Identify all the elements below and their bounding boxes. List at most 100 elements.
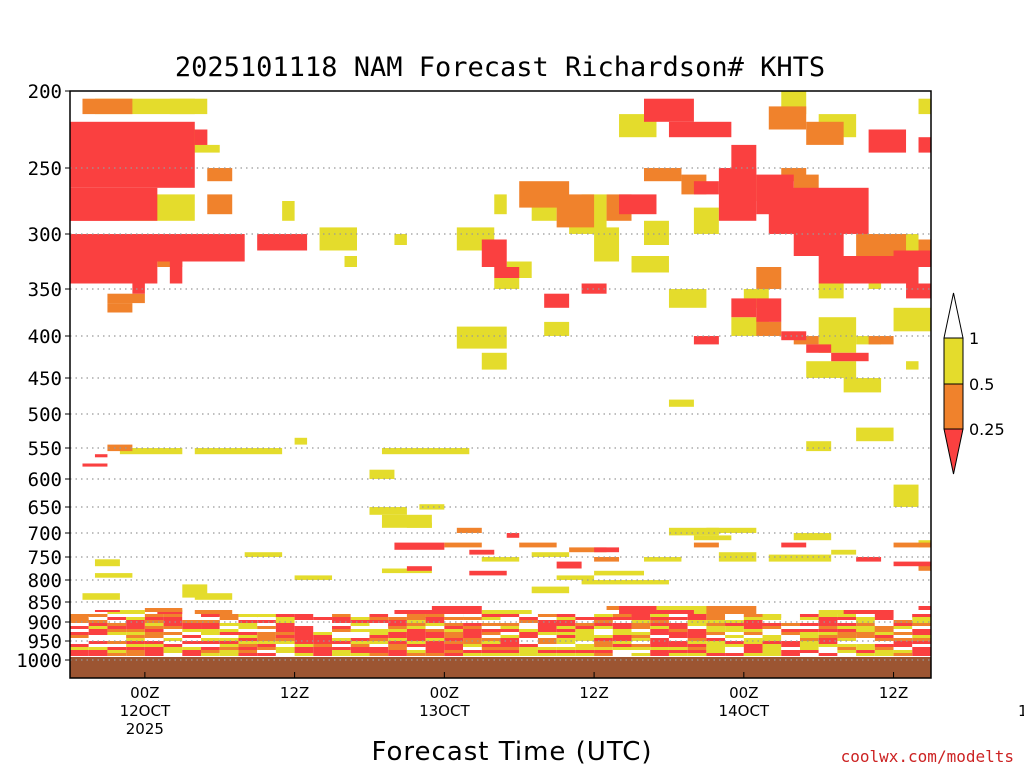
bl-cell	[107, 623, 127, 626]
bl-cell	[238, 644, 258, 647]
cell-0.5-1-46	[94, 573, 133, 578]
bl-cell	[463, 647, 482, 650]
bl-cell	[182, 617, 202, 620]
ytick-label-800: 800	[28, 570, 62, 592]
bl-cell	[500, 647, 520, 650]
bl-cell	[612, 650, 632, 653]
bl-cell	[88, 653, 108, 656]
bl-cell	[706, 641, 726, 644]
bl-cell	[912, 620, 931, 623]
bl-cell	[650, 638, 669, 641]
bl-cell	[163, 617, 183, 620]
bl-cell	[762, 650, 782, 653]
bl-cell	[837, 617, 857, 620]
bl-cell	[856, 617, 875, 620]
bl-cell	[556, 626, 576, 629]
bl-cell	[350, 614, 370, 617]
cell-lt0.25-24	[868, 129, 907, 153]
bl-cell	[912, 650, 931, 653]
bl-cell	[444, 617, 464, 620]
bl-cell	[294, 647, 314, 650]
bl-cell	[668, 632, 688, 635]
bl-cell	[313, 647, 333, 650]
bl-cell	[799, 638, 819, 641]
bl-cell	[519, 614, 538, 617]
bl-cell	[706, 614, 726, 617]
bl-cell	[201, 647, 220, 650]
cell-0.25-0.5-36	[594, 557, 620, 562]
bl-cell	[668, 635, 688, 638]
bl-cell	[594, 653, 613, 656]
bl-cell	[856, 647, 875, 650]
bl-cell	[107, 626, 127, 629]
bl-cell	[874, 623, 894, 626]
bl-cell	[444, 647, 464, 650]
bl-cell	[912, 614, 931, 617]
bl-cell	[332, 623, 351, 626]
bl-cell	[612, 629, 632, 632]
bl-cell	[874, 650, 894, 653]
bl-cell	[126, 653, 145, 656]
cell-0.25-0.5-37	[693, 542, 719, 548]
colorbar-swatch-0.25-0.5	[943, 383, 964, 430]
bl-cell	[182, 632, 202, 635]
bl-cell	[893, 632, 913, 635]
bl-cell	[556, 635, 576, 638]
cell-0.5-1-10	[319, 227, 357, 251]
bl-cell	[70, 647, 89, 650]
bl-cell	[425, 629, 445, 632]
ytick-label-500: 500	[28, 404, 62, 426]
bl-cell	[238, 650, 258, 653]
bl-cell	[537, 626, 557, 629]
bl-cell	[631, 635, 651, 638]
bl-cell	[762, 638, 782, 641]
bl-cell	[126, 614, 145, 617]
bl-cell	[781, 638, 800, 641]
bl-cell	[406, 626, 426, 629]
bl-cell	[799, 635, 819, 638]
bl-cell	[912, 626, 931, 629]
bl-cell	[725, 650, 744, 653]
bl-cell	[275, 614, 295, 617]
bl-cell	[201, 629, 220, 632]
bl-cell	[257, 620, 276, 623]
bl-cell	[369, 629, 389, 632]
cell-0.5-1-56	[644, 557, 682, 562]
bl-cell	[126, 629, 145, 632]
cell-lt0.25-10	[494, 267, 520, 278]
bl-cell	[556, 614, 576, 617]
bl-cell	[313, 638, 333, 641]
cell-lt0.25-30	[756, 298, 782, 322]
cell-0.5-1-65	[806, 361, 857, 378]
bl-cell	[594, 647, 613, 650]
bl-cell	[818, 647, 838, 650]
bl-cell	[201, 641, 220, 644]
bl-cell	[818, 629, 838, 632]
bl-cell	[519, 653, 538, 656]
credit-link[interactable]: coolwx.com/modelts	[841, 747, 1014, 766]
bl-cell	[201, 635, 220, 638]
bl-cell	[294, 635, 314, 638]
bl-cell	[706, 638, 726, 641]
bl-cell	[743, 635, 763, 638]
bl-cell	[70, 614, 89, 617]
cell-0.5-1-71	[906, 361, 919, 370]
bl-cell	[575, 629, 595, 632]
bl-cell	[594, 632, 613, 635]
bl-cell	[294, 632, 314, 635]
cell-0.5-1-23	[893, 307, 931, 332]
bl-cell	[575, 626, 595, 629]
bl-cell	[313, 623, 333, 626]
cell-0.5-1-75	[693, 207, 719, 234]
bl-cell	[388, 623, 407, 626]
bl-cell	[650, 623, 669, 626]
cell-0.25-0.5-5	[207, 194, 233, 215]
bl-cell	[257, 632, 276, 635]
cell-lt0.25-7	[132, 283, 145, 294]
bl-cell	[912, 623, 931, 626]
bl-cell	[519, 641, 538, 644]
bl-cell	[818, 626, 838, 629]
cell-0.25-0.5-51	[194, 610, 233, 616]
bl-cell	[406, 650, 426, 653]
heatmap-cells	[70, 91, 931, 656]
